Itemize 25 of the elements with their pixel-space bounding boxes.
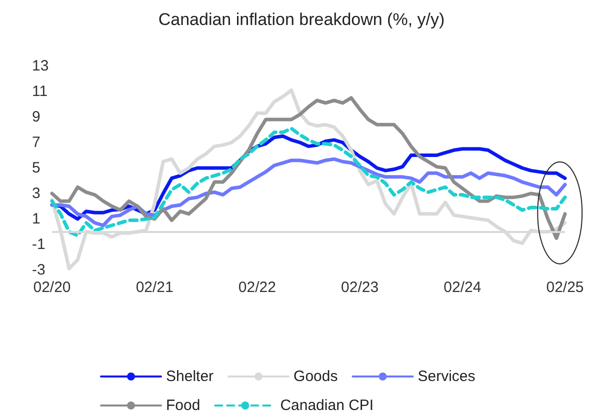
x-tick-label: 02/25 xyxy=(546,279,584,296)
x-tick-label: 02/20 xyxy=(33,279,71,296)
x-tick-label: 02/24 xyxy=(444,279,482,296)
y-tick-label: -1 xyxy=(32,236,46,253)
x-tick-label: 02/22 xyxy=(238,279,276,296)
y-tick-label: 1 xyxy=(32,210,40,228)
line-series xyxy=(50,88,567,270)
y-tick-label: 3 xyxy=(32,185,40,202)
y-tick-label: -3 xyxy=(32,262,46,278)
y-tick-label: 13 xyxy=(32,58,49,74)
chart-title: Canadian inflation breakdown (%, y/y) xyxy=(158,10,445,29)
line-series xyxy=(50,96,567,240)
y-tick-label: 9 xyxy=(32,108,40,126)
legend-label: Services xyxy=(418,368,476,385)
line-series xyxy=(50,126,567,238)
y-tick-label: 5 xyxy=(32,160,40,176)
line-series xyxy=(50,157,567,228)
legend-label: Goods xyxy=(294,368,338,385)
y-tick-label: 11 xyxy=(32,83,48,100)
y-tick-label: 7 xyxy=(32,134,40,151)
legend-label: Food xyxy=(166,397,200,414)
x-tick-label: 02/21 xyxy=(136,279,174,296)
legend-label: Canadian CPI xyxy=(280,397,374,414)
x-tick-label: 02/23 xyxy=(341,279,379,296)
legend-label: Shelter xyxy=(166,368,214,385)
